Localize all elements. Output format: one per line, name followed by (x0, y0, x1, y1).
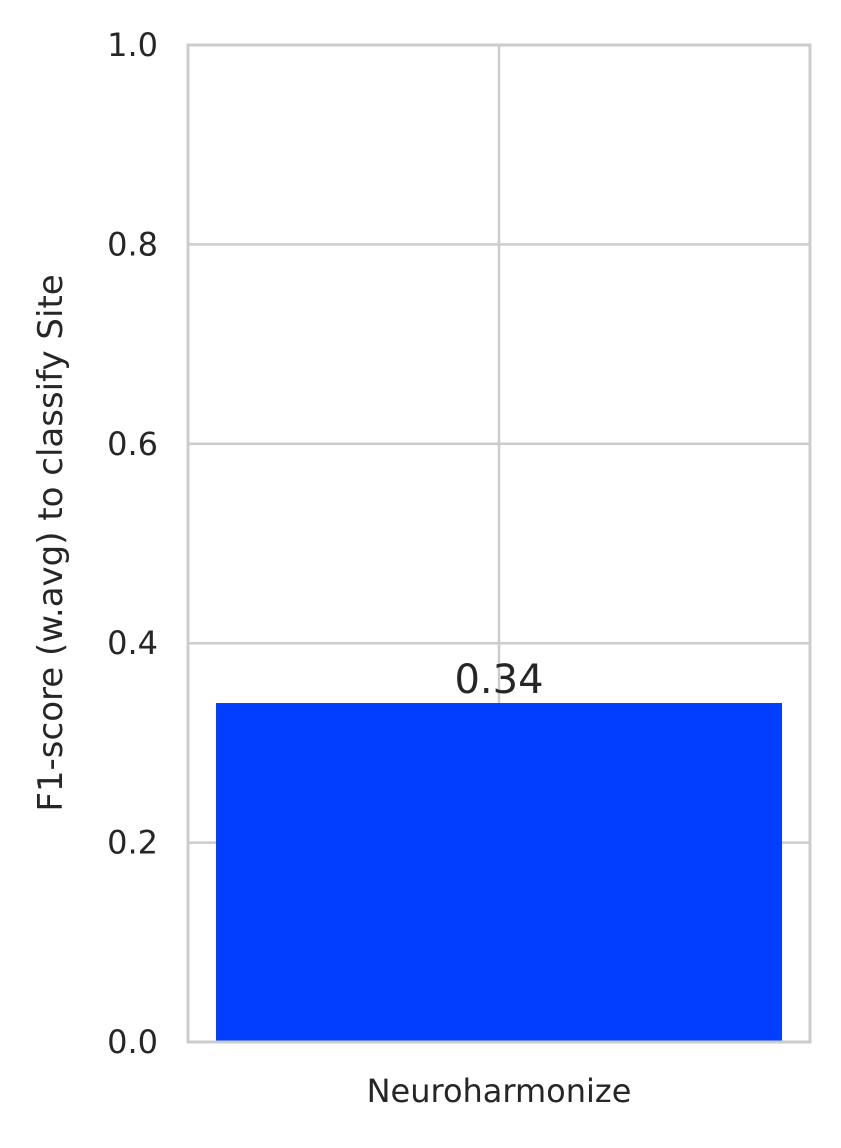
data-labels: 0.34 (454, 657, 543, 703)
y-tick-label: 0.6 (107, 425, 158, 463)
y-axis-label: F1-score (w.avg) to classify Site (31, 274, 71, 811)
y-tick-label: 0.4 (107, 624, 158, 662)
y-tick-label: 0.2 (107, 824, 158, 862)
bar (215, 703, 783, 1042)
bars (215, 703, 783, 1042)
plot-frame (186, 43, 812, 1044)
plot-spines (186, 43, 812, 1044)
bar-value-label: 0.34 (454, 657, 543, 703)
tick-labels: 0.0 0.2 0.4 0.6 0.8 1.0 Neuroharmonize (107, 26, 631, 1110)
x-tick-label: Neuroharmonize (367, 1072, 632, 1110)
y-tick-label: 0.0 (107, 1023, 158, 1061)
y-tick-label: 0.8 (107, 225, 158, 263)
y-tick-label: 1.0 (107, 26, 158, 64)
